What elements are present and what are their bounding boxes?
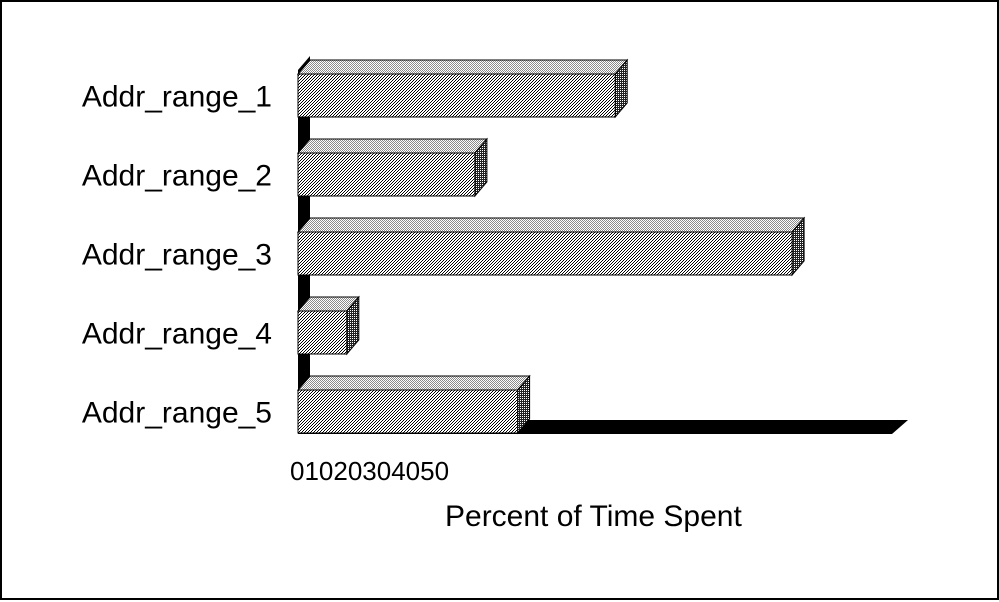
category-label: Addr_range_3 <box>82 239 272 272</box>
bar <box>296 58 629 119</box>
bar-top-face <box>296 375 531 391</box>
category-label: Addr_range_2 <box>82 160 272 193</box>
bar-front-face <box>297 310 348 355</box>
category-label: Addr_range_5 <box>82 397 272 430</box>
bar-top-face <box>296 217 806 233</box>
category-label: Addr_range_4 <box>82 318 272 351</box>
bar-front-face <box>297 389 519 434</box>
bar <box>296 374 531 435</box>
x-tick-labels: 01020304050 <box>290 456 449 486</box>
bar-front-face <box>297 231 793 276</box>
bar-front-face <box>297 73 616 118</box>
category-label: Addr_range_1 <box>82 81 272 114</box>
bar-top-face <box>296 59 629 75</box>
x-axis-title: Percent of Time Spent <box>445 500 742 533</box>
bar-front-face <box>297 152 476 197</box>
bar <box>296 137 488 198</box>
bar-top-face <box>296 138 488 154</box>
bar <box>296 216 806 277</box>
bar <box>296 295 360 356</box>
